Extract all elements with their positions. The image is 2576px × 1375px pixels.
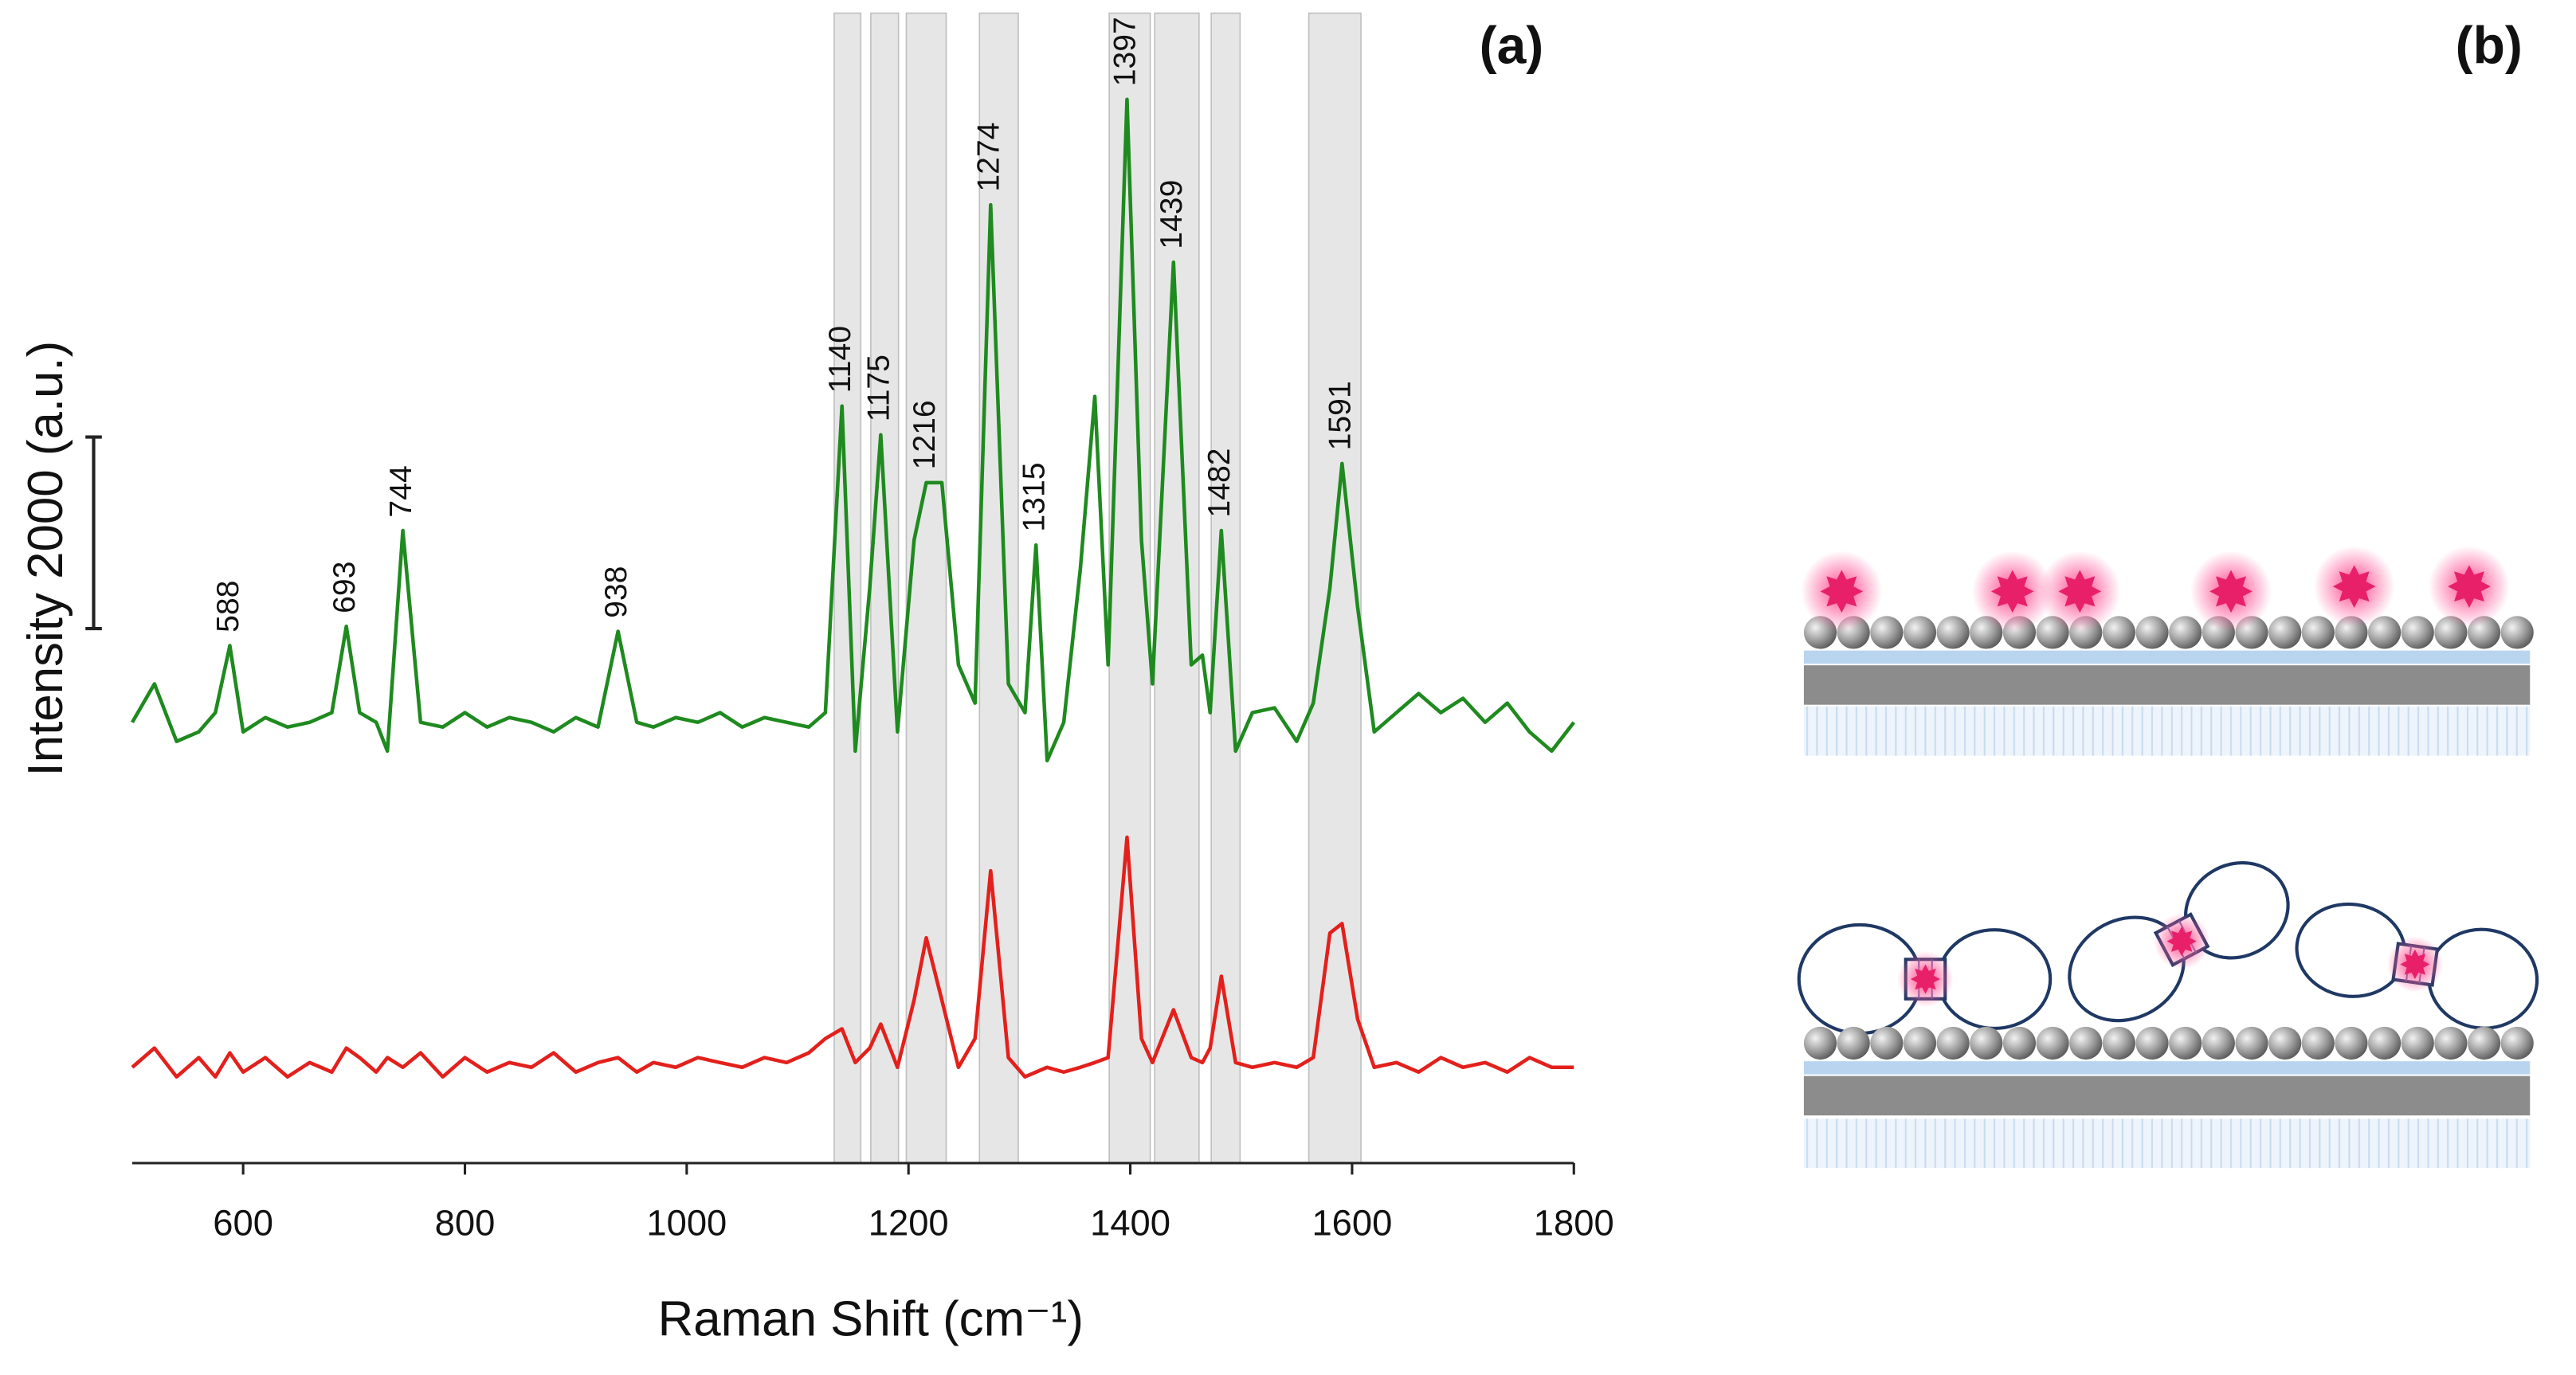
spectrum-line [131, 97, 1576, 763]
nanoparticle [2301, 1026, 2335, 1060]
nanoparticle [2169, 616, 2202, 649]
nanoparticle [2169, 1026, 2202, 1060]
nanoparticle [2367, 1026, 2402, 1060]
reporter [1910, 964, 1941, 994]
x-axis-label: Raman Shift (cm⁻¹) [658, 1291, 1084, 1346]
nanoparticle [2135, 616, 2169, 649]
peak-label: 1175 [862, 355, 896, 421]
nanoparticle [1970, 1026, 2003, 1060]
nanoparticle [1936, 1026, 1970, 1060]
peak-label: 1482 [1202, 448, 1237, 517]
y-axis-label: Intensity 2000 (a.u.) [18, 341, 73, 777]
x-tick-label: 1200 [868, 1202, 949, 1243]
nanoparticle [2500, 616, 2534, 649]
nanoparticle [1870, 616, 1904, 649]
scale-bar [85, 435, 102, 631]
panel-label: (a) [1480, 15, 1544, 74]
x-tick-label: 1000 [646, 1202, 727, 1243]
peak-label: 938 [599, 566, 633, 618]
nanoparticle [2202, 1026, 2235, 1060]
nanoparticle [2401, 1026, 2434, 1060]
nanoparticle [2002, 1026, 2037, 1060]
band [978, 12, 1019, 1164]
reporter [1990, 570, 2034, 613]
peak-label: 693 [327, 562, 362, 613]
reporter [2058, 570, 2102, 613]
x-tick-label: 1400 [1090, 1202, 1170, 1243]
reporter [2332, 565, 2376, 608]
spectrum-line [131, 835, 1574, 1079]
nanoparticle [1837, 1026, 1870, 1060]
nanoparticle [2467, 1026, 2501, 1060]
reporter [2400, 949, 2430, 980]
reporter [1820, 570, 1864, 613]
nanoparticle [2335, 1026, 2368, 1060]
peak-label: 1315 [1017, 462, 1052, 531]
x-tick-label: 800 [435, 1202, 496, 1243]
nanoparticle [1803, 1026, 1837, 1060]
nanoparticle [2500, 1026, 2534, 1060]
nanoparticle [2235, 1026, 2268, 1060]
peak-label: 1274 [972, 122, 1006, 191]
nanoparticle [1903, 1026, 1937, 1060]
nanoparticle [2401, 616, 2434, 649]
nanoparticle [1936, 616, 1970, 649]
reporter [2166, 926, 2197, 957]
bands [833, 12, 1362, 1164]
substrate [1803, 650, 2531, 756]
nanoparticle [1870, 1026, 1904, 1060]
reporter [2448, 565, 2491, 608]
peak-label: 1439 [1155, 180, 1189, 249]
schematic [1797, 546, 2539, 1169]
nanoparticle [2268, 616, 2302, 649]
band [870, 12, 900, 1164]
nanoparticle [2102, 1026, 2136, 1060]
band [905, 12, 947, 1164]
peak-label: 1397 [1108, 17, 1143, 86]
substrate [1803, 1061, 2531, 1169]
x-tick-label: 600 [213, 1202, 273, 1243]
reporter [2209, 570, 2253, 613]
panel-label: (b) [2456, 15, 2523, 74]
peak-label: 1140 [823, 326, 857, 393]
nanoparticle [2268, 1026, 2302, 1060]
peak-label: 1216 [908, 400, 942, 469]
nanoparticle [1903, 616, 1937, 649]
nanoparticle [2036, 1026, 2069, 1060]
nanoparticle [2135, 1026, 2169, 1060]
x-tick-label: 1800 [1534, 1202, 1614, 1243]
nanoparticle [2434, 1026, 2468, 1060]
nanoparticle [2069, 1026, 2103, 1060]
peak-label: 588 [211, 581, 245, 633]
x-tick-label: 1600 [1312, 1202, 1392, 1243]
nanoparticle [2102, 616, 2136, 649]
nanoparticle [2367, 616, 2402, 649]
peak-label: 1591 [1323, 381, 1358, 450]
nanoparticle [2301, 616, 2335, 649]
peak-label: 744 [384, 465, 418, 517]
x-axis: 600 800 1000 1200 1400 1600 1800 [131, 1162, 1614, 1243]
